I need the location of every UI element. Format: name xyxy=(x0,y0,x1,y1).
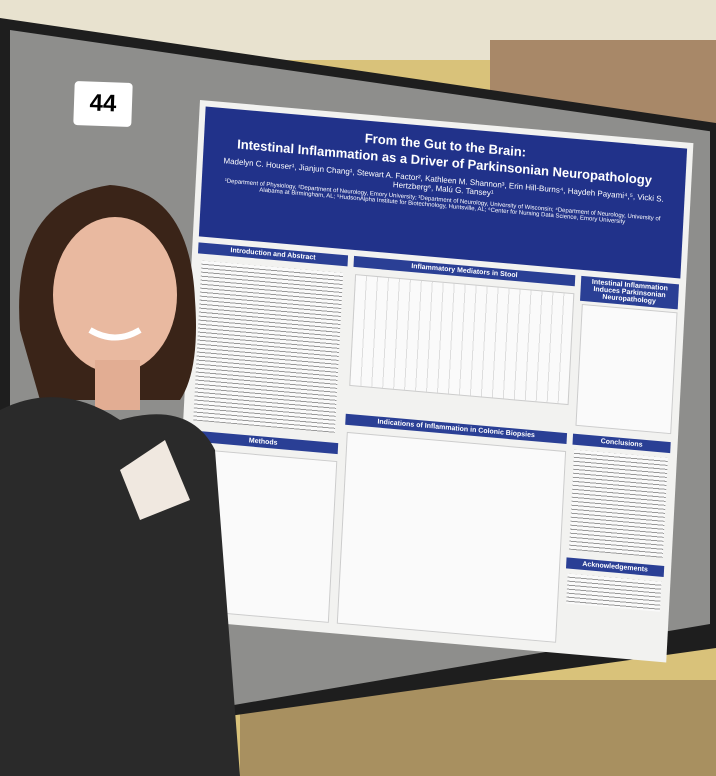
dress xyxy=(0,397,240,776)
collar xyxy=(120,440,190,520)
face xyxy=(53,217,177,373)
neck xyxy=(95,360,140,410)
smile xyxy=(88,327,142,341)
